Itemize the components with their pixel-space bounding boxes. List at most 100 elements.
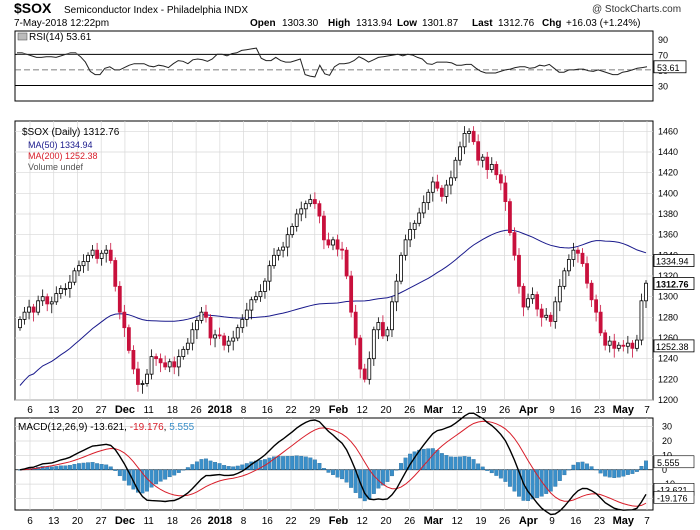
candle-body — [99, 252, 104, 259]
macd-histogram-bar — [621, 469, 626, 477]
macd-histogram-bar — [99, 464, 104, 470]
x-tick-label: 11 — [143, 405, 154, 416]
macd-histogram-bar — [462, 456, 467, 470]
candle-body — [158, 358, 163, 364]
macd-histogram-bar — [108, 466, 113, 470]
macd-histogram-bar — [149, 469, 154, 488]
legend-ma200: MA(200) 1252.38 — [28, 151, 98, 161]
last-label: Last — [472, 18, 493, 29]
macd-histogram-bar — [276, 456, 281, 470]
symbol-title: $SOX — [14, 0, 52, 16]
candle-body — [81, 261, 86, 267]
candle-body — [240, 318, 245, 329]
candle-body — [489, 163, 494, 170]
x-tick-label: Feb — [329, 515, 349, 527]
macd-hist-last-box — [653, 455, 695, 469]
macd-histogram-bar — [281, 456, 286, 470]
macd-histogram-bar — [553, 469, 558, 487]
candle-body — [512, 232, 517, 256]
candle-body — [217, 334, 222, 337]
x-tick-label: Dec — [115, 404, 135, 416]
candle-body — [371, 329, 376, 360]
macd-histogram-bar — [340, 469, 345, 480]
macd-label: MACD(12,26,9) -13.621, -19.176, 5.555 — [18, 422, 195, 433]
chg-value: +16.03 (+1.24%) — [566, 18, 641, 29]
last-price-value: 1312.76 — [656, 279, 689, 289]
x-tick-label: 26 — [499, 516, 511, 527]
macd-histogram-bar — [489, 469, 494, 474]
x-tick-label: Mar — [424, 515, 444, 527]
candle-body — [453, 159, 458, 179]
x-tick-label: 22 — [285, 405, 297, 416]
macd-histogram-bar — [612, 469, 617, 478]
macd-histogram-bar — [335, 469, 340, 478]
candle-body — [113, 260, 118, 287]
macd-histogram-bar — [158, 469, 163, 482]
candle-body — [426, 191, 431, 204]
macd-histogram-bar — [131, 469, 136, 490]
candle-body — [222, 335, 227, 346]
macd-histogram-bar — [117, 469, 122, 477]
candle-body — [358, 337, 363, 370]
x-tick-label: Apr — [519, 515, 539, 527]
candle-body — [548, 314, 553, 322]
x-tick-label: 12 — [357, 405, 369, 416]
x-tick-label: 23 — [594, 405, 606, 416]
candle-body — [131, 349, 136, 370]
candle-body — [607, 340, 612, 346]
macd-last-value: -13.621 — [657, 485, 688, 495]
x-tick-label: 20 — [72, 516, 84, 527]
macd-histogram-bar — [526, 469, 531, 501]
candle-body — [72, 270, 77, 283]
candle-body — [126, 327, 131, 351]
candle-body — [294, 213, 299, 227]
macd-histogram-bar — [258, 460, 263, 470]
last-value: 1312.76 — [498, 18, 535, 29]
candle-body — [349, 275, 354, 313]
candle-body — [190, 329, 195, 344]
candle-body — [485, 156, 490, 170]
candle-body — [122, 311, 127, 329]
macd-histogram-bar — [630, 469, 635, 474]
macd-histogram-bar — [607, 469, 612, 478]
candle-body — [145, 373, 149, 384]
candle-body — [213, 334, 217, 339]
x-tick-label: 16 — [570, 405, 582, 416]
macd-histogram-bar — [557, 469, 562, 481]
macd-line — [19, 412, 647, 516]
high-label: High — [328, 18, 350, 29]
candle-body — [576, 249, 580, 254]
macd-histogram-bar — [240, 464, 245, 470]
candle-body — [45, 296, 50, 305]
legend-sox: $SOX (Daily) 1312.76 — [22, 127, 120, 138]
candle-body — [639, 300, 644, 341]
macd-histogram-bar — [453, 456, 458, 470]
ma200-last-box — [653, 339, 695, 353]
macd-histogram-bar — [548, 469, 553, 492]
candle-body — [603, 332, 608, 346]
price-gridlines — [15, 130, 653, 401]
candle-body — [195, 320, 199, 331]
candle-body — [417, 212, 422, 224]
macd-histogram-bar — [517, 469, 521, 497]
x-tick-label: 26 — [404, 516, 416, 527]
macd-histogram-bar — [435, 450, 440, 470]
candle-body — [380, 322, 385, 337]
macd-histogram-bar — [290, 455, 295, 470]
x-axis-labels-middle: 6 13 20 27 Dec 11 18 26 2018 8 16 22 29 Feb 12 20 26 Mar 1… — [27, 404, 650, 416]
macd-histogram-bar — [49, 466, 54, 470]
candle-body — [625, 342, 630, 347]
macd-histogram-bar — [616, 469, 621, 478]
x-tick-label: 12 — [357, 516, 369, 527]
candle-body — [598, 311, 603, 334]
candle-body — [267, 265, 272, 282]
price-tick-label: 1240 — [658, 354, 678, 364]
macd-histogram-bar — [625, 469, 630, 475]
x-tick-label: 16 — [262, 405, 274, 416]
candle-body — [503, 182, 508, 203]
candle-body — [36, 300, 41, 313]
x-tick-label: 6 — [27, 516, 33, 527]
macd-histogram-bar — [81, 462, 86, 470]
x-tick-label: 23 — [594, 516, 606, 527]
macd-histogram-bar — [181, 469, 186, 471]
